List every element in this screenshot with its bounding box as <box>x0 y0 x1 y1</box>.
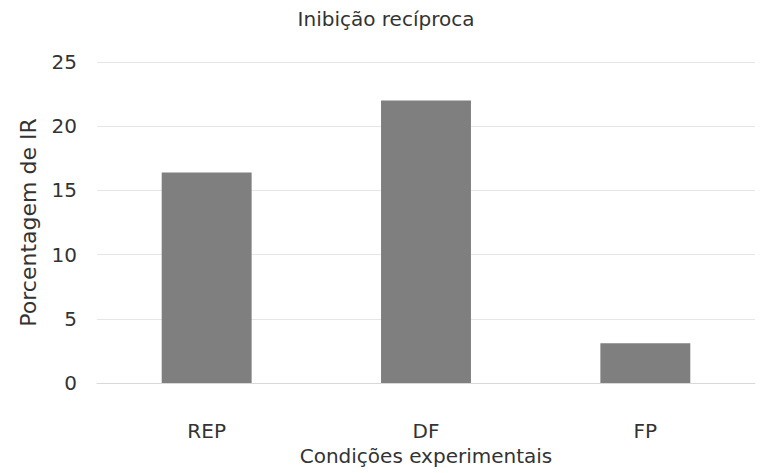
svg-text:20: 20 <box>52 114 77 138</box>
svg-text:Porcentagem de IR: Porcentagem de IR <box>16 118 41 326</box>
svg-text:FP: FP <box>634 419 658 443</box>
svg-text:15: 15 <box>52 178 77 202</box>
svg-text:25: 25 <box>52 50 77 74</box>
svg-text:10: 10 <box>52 243 77 267</box>
svg-text:0: 0 <box>64 371 77 395</box>
svg-text:Inibição recíproca: Inibição recíproca <box>298 7 475 31</box>
svg-text:DF: DF <box>413 419 440 443</box>
svg-text:REP: REP <box>187 419 226 443</box>
svg-text:Condições experimentais: Condições experimentais <box>300 444 553 468</box>
svg-text:5: 5 <box>64 307 77 331</box>
